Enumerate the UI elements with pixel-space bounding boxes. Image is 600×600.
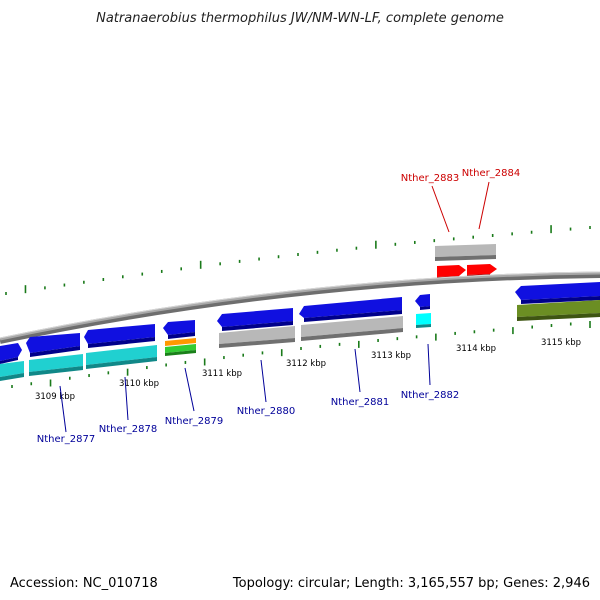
- gene-callout-line: [124, 376, 129, 421]
- map-title: Natranaerobius thermophilus JW/NM-WN-LF,…: [96, 11, 504, 26]
- cds-feature-nther-2879-shadow: [168, 332, 195, 339]
- outer-tick-ring: [5, 225, 591, 295]
- gene-label-nther-2878[interactable]: Nther_2878: [99, 424, 157, 435]
- gene-label-nther-2883[interactable]: Nther_2883: [401, 173, 459, 184]
- gene-feature-nther-2883-grey[interactable]: [435, 244, 496, 257]
- gene-label-nther-2880[interactable]: Nther_2880: [237, 406, 295, 417]
- gene-label-nther-2882[interactable]: Nther_2882: [401, 390, 459, 401]
- gene-feature-nther-2881-grey[interactable]: [301, 316, 403, 337]
- gene-feature-left-edge-cyan[interactable]: [0, 361, 24, 377]
- kbp-tick-label: 3110 kbp: [119, 379, 159, 389]
- genome-backbone-highlight: [0, 271, 600, 339]
- cds-feature-nther-2878[interactable]: [84, 324, 155, 344]
- inner-tick-ring: [11, 321, 591, 388]
- genome-backbone: [0, 271, 600, 341]
- gene-callout-line: [431, 185, 450, 233]
- kbp-tick-label: 3115 kbp: [541, 338, 581, 348]
- gene-feature-right-edge-olive[interactable]: [517, 300, 600, 317]
- cds-feature-right-edge[interactable]: [515, 282, 600, 300]
- gene-feature-nther-2881-grey-shadow: [301, 328, 403, 341]
- gene-callout-line: [260, 359, 267, 403]
- gene-feature-nther-2878-cyan-shadow: [86, 357, 157, 369]
- kbp-tick-label: 3109 kbp: [35, 392, 75, 402]
- cds-feature-right-edge-shadow: [521, 296, 600, 304]
- cds-feature-nther-2883[interactable]: [437, 265, 466, 277]
- accession-text: Accession: NC_010718: [10, 576, 158, 591]
- gene-callout-line: [59, 385, 67, 433]
- gene-feature-right-edge-olive-shadow: [517, 313, 600, 321]
- kbp-tick-label: 3111 kbp: [202, 369, 242, 379]
- cds-feature-left-edge-shadow: [0, 357, 18, 364]
- genome-backbone-shadow: [0, 272, 600, 344]
- gene-label-callouts: Nther_2877 Nther_2878 Nther_2879 Nther_2880…: [37, 168, 520, 445]
- genome-summary-text: Topology: circular; Length: 3,165,557 bp…: [232, 576, 590, 591]
- kbp-tick-label: 3112 kbp: [286, 359, 326, 369]
- gene-label-nther-2884[interactable]: Nther_2884: [462, 168, 520, 179]
- gene-label-nther-2881[interactable]: Nther_2881: [331, 397, 389, 408]
- cds-feature-nther-2877-shadow: [30, 346, 80, 357]
- kbp-tick-label: 3113 kbp: [371, 351, 411, 361]
- gene-feature-nther-2878-cyan[interactable]: [86, 345, 157, 365]
- cds-feature-nther-2881[interactable]: [299, 297, 402, 318]
- cds-feature-nther-2879[interactable]: [163, 320, 195, 335]
- gene-label-nther-2879[interactable]: Nther_2879: [165, 416, 223, 427]
- cds-feature-nther-2878-shadow: [88, 337, 155, 348]
- cds-feature-nther-2884[interactable]: [467, 264, 497, 275]
- cds-feature-nther-2880-shadow: [222, 321, 293, 331]
- gene-feature-left-edge-cyan-shadow: [0, 373, 24, 381]
- cds-feature-nther-2882[interactable]: [415, 294, 430, 307]
- cds-feature-nther-2880[interactable]: [217, 308, 293, 327]
- kbp-tick-labels: 3109 kbp 3110 kbp 3111 kbp 3112 kbp 3113 kbp…: [35, 338, 581, 402]
- gene-feature-nther-2883-grey-shadow: [435, 255, 496, 261]
- gene-callout-line: [184, 367, 195, 412]
- forward-strand-features: [0, 282, 600, 381]
- gene-label-nther-2877[interactable]: Nther_2877: [37, 434, 95, 445]
- gene-feature-nther-2877-cyan-shadow: [29, 366, 83, 376]
- kbp-tick-label: 3114 kbp: [456, 344, 496, 354]
- gene-feature-nther-2879-orange[interactable]: [165, 338, 196, 346]
- gene-feature-nther-2882-cyan[interactable]: [416, 313, 431, 325]
- gene-callout-line: [478, 181, 490, 230]
- cds-feature-nther-2877[interactable]: [26, 333, 80, 353]
- cds-feature-nther-2882-shadow: [420, 306, 430, 310]
- cds-feature-nther-2881-shadow: [304, 310, 402, 322]
- gene-feature-nther-2880-grey-shadow: [219, 338, 295, 348]
- gene-callout-line: [427, 343, 431, 386]
- gene-feature-nther-2879-green-shadow: [165, 350, 196, 356]
- gene-feature-nther-2882-cyan-shadow: [416, 324, 431, 328]
- reverse-strand-features: [435, 244, 497, 280]
- gene-callout-line: [354, 348, 361, 393]
- cds-feature-left-edge[interactable]: [0, 343, 22, 361]
